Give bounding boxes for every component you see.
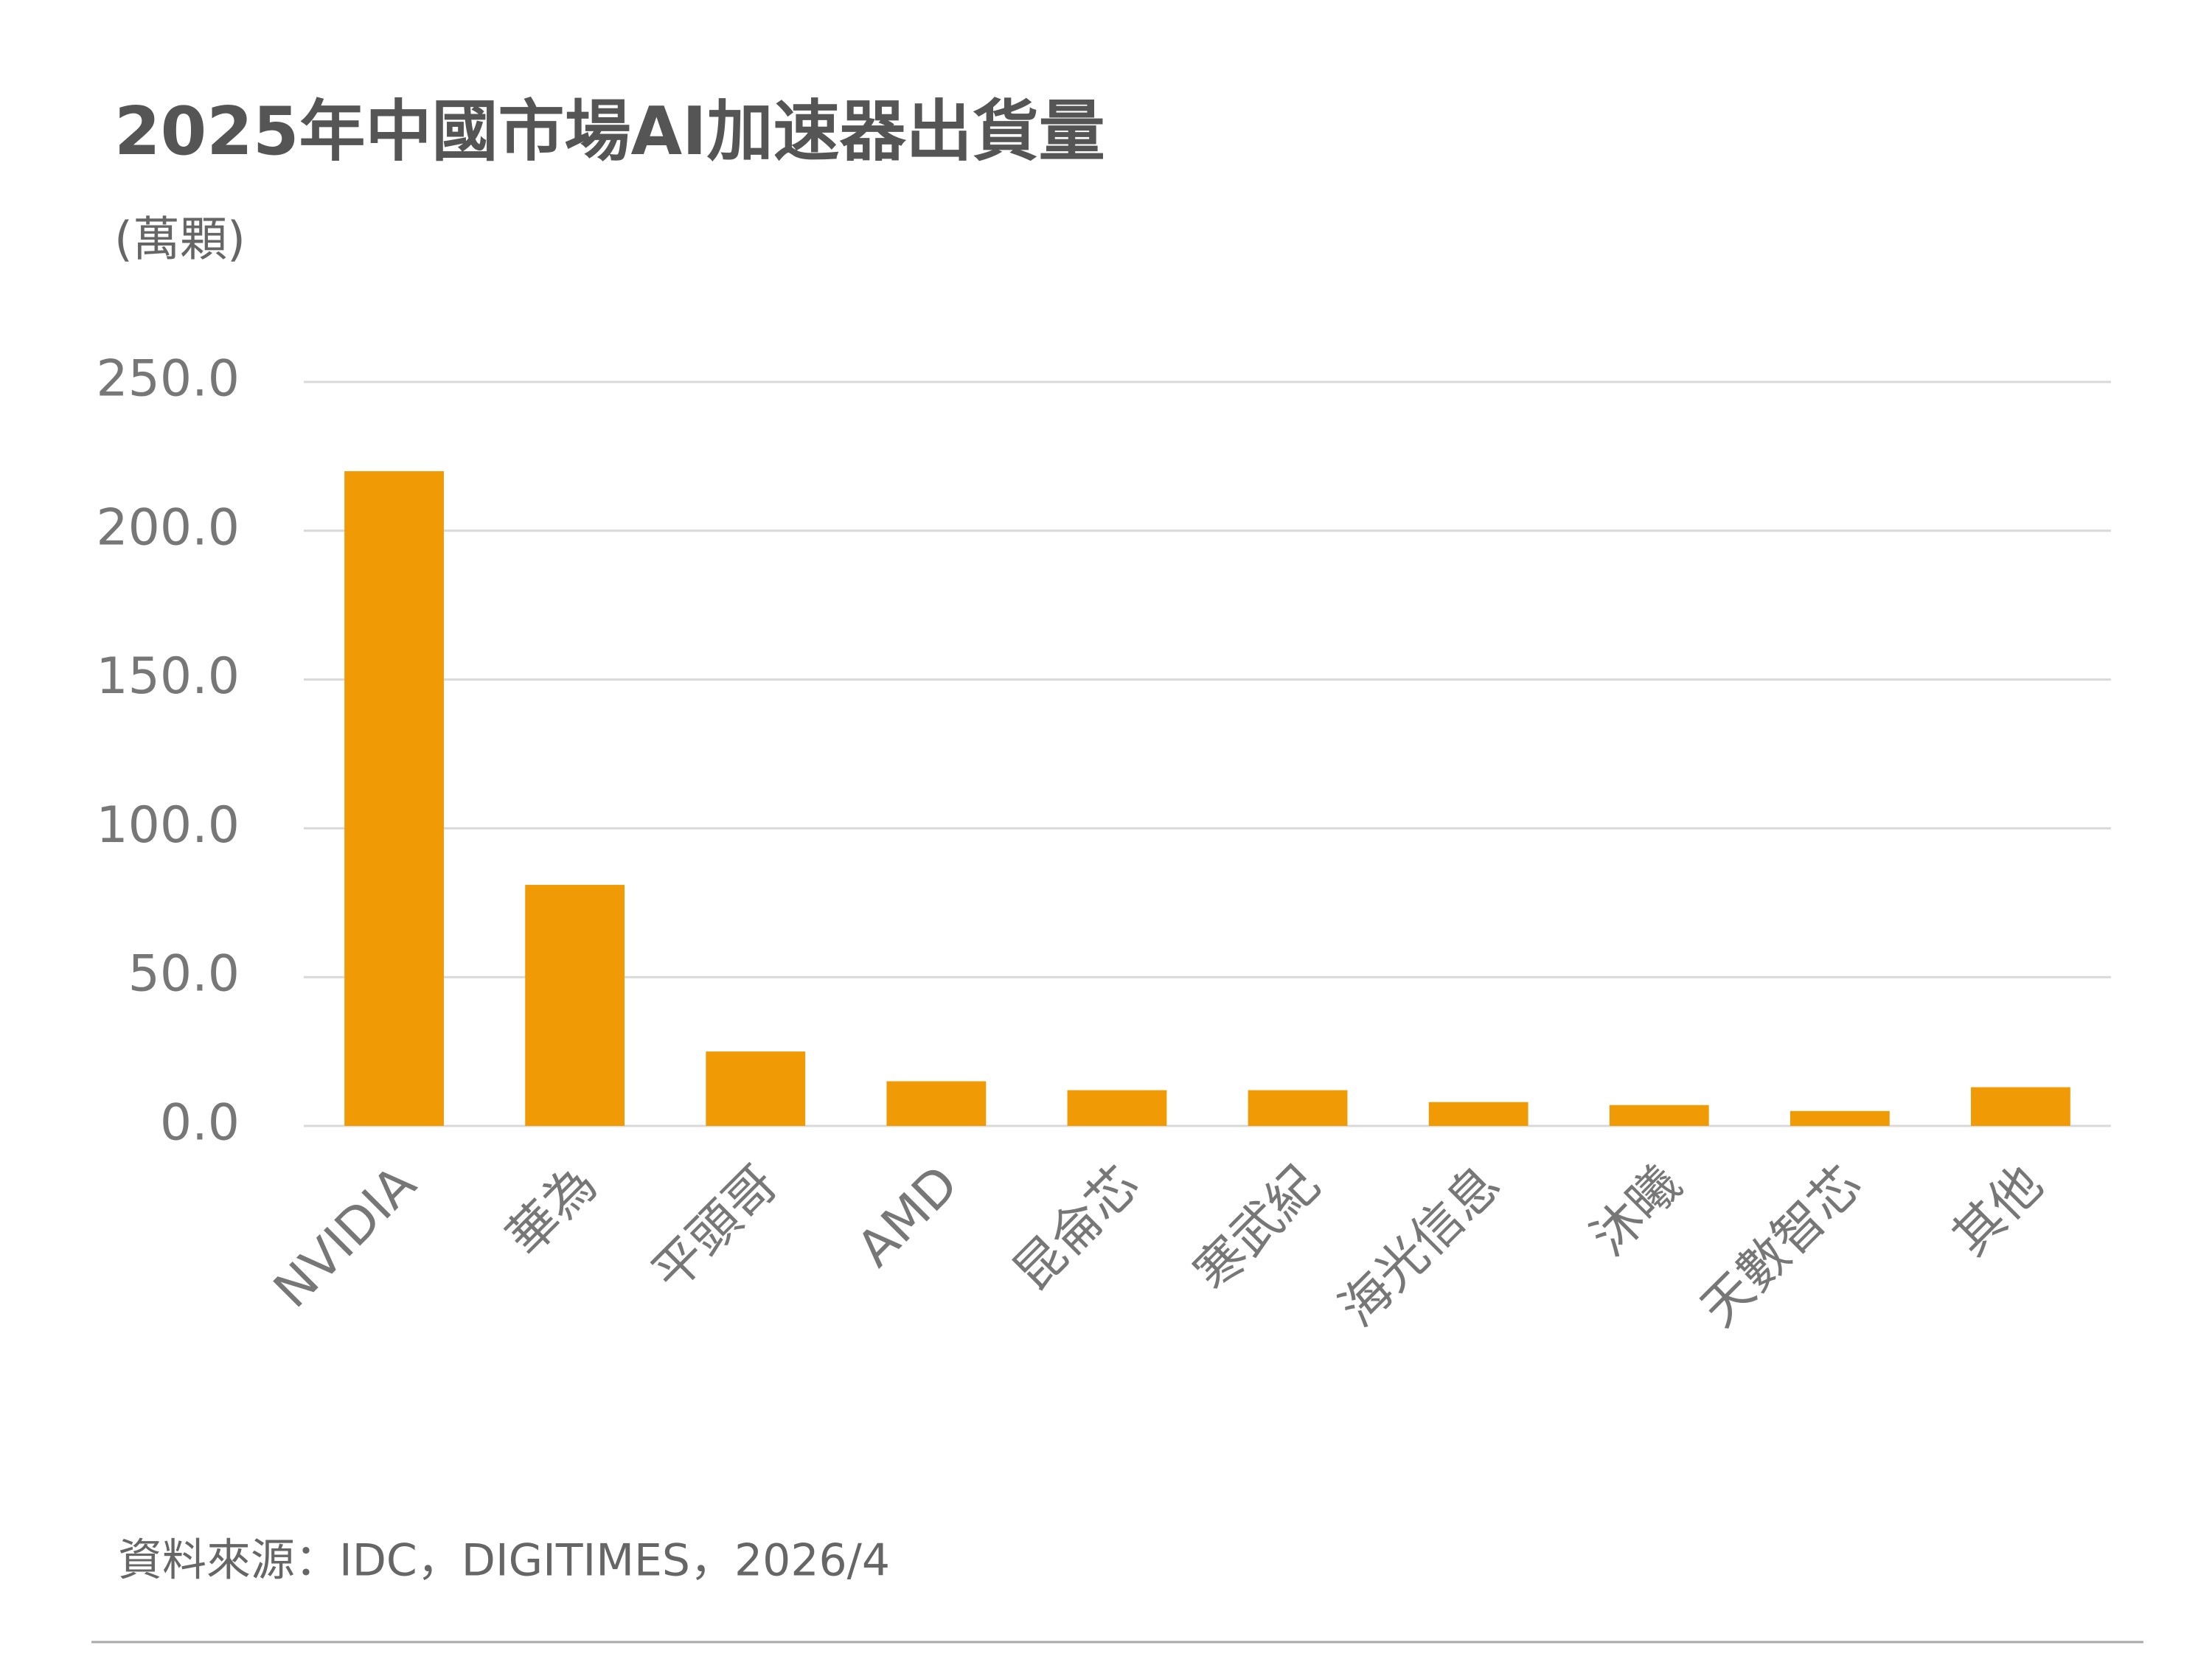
y-tick-label: 50.0 xyxy=(128,945,240,1004)
bar xyxy=(1428,1102,1528,1126)
bar xyxy=(1248,1090,1348,1126)
bar xyxy=(525,885,625,1126)
bar xyxy=(1609,1105,1709,1126)
chart-title: 2025年中國市場AI加速器出貨量 xyxy=(114,93,1105,170)
y-tick-label: 250.0 xyxy=(96,350,240,408)
bar xyxy=(344,471,444,1126)
source-note: 資料來源：IDC，DIGITIMES，2026/4 xyxy=(118,1535,890,1587)
y-axis-label: (萬顆) xyxy=(114,213,246,268)
bar xyxy=(1971,1087,2070,1126)
bar xyxy=(1790,1110,1890,1126)
y-tick-label: 200.0 xyxy=(96,498,240,557)
bar xyxy=(886,1081,987,1126)
y-tick-label: 150.0 xyxy=(96,647,240,706)
y-tick-label: 0.0 xyxy=(160,1094,240,1152)
bar xyxy=(706,1051,806,1126)
y-tick-label: 100.0 xyxy=(96,796,240,855)
bar xyxy=(1067,1090,1167,1126)
